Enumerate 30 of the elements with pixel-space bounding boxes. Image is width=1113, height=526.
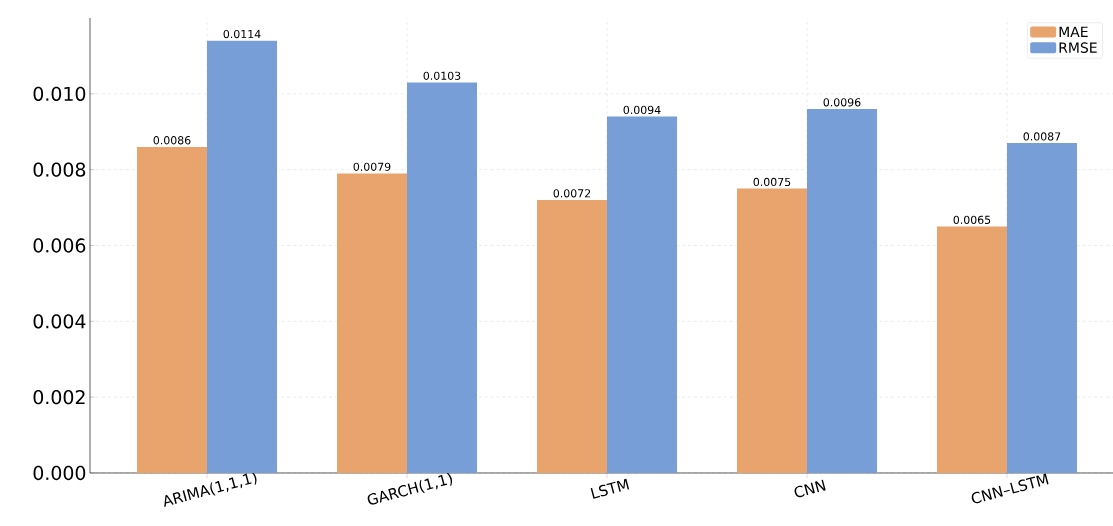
data-label: 0.0065 — [953, 215, 991, 225]
bar — [537, 199, 607, 473]
bar — [736, 188, 807, 473]
bar — [207, 40, 278, 473]
bar — [1006, 143, 1077, 473]
data-label: 0.0086 — [153, 136, 191, 145]
bar — [407, 82, 477, 473]
bar — [337, 173, 407, 473]
data-label: 0.0114 — [223, 29, 261, 39]
bar — [806, 108, 877, 473]
y-tick-label: 0.006 — [33, 238, 86, 253]
bar — [607, 116, 677, 473]
data-label: 0.0072 — [553, 189, 591, 198]
y-tick-label: 0.010 — [33, 86, 86, 101]
y-tick-label: 0.002 — [33, 389, 85, 405]
bar — [137, 146, 208, 473]
legend-label: RMSE — [1059, 42, 1097, 53]
data-label: 0.0087 — [1023, 132, 1061, 141]
data-label: 0.0094 — [623, 105, 661, 115]
bar — [936, 226, 1007, 473]
data-label: 0.0103 — [423, 71, 461, 80]
legend-label: MAE — [1059, 26, 1088, 37]
x-tick-label: LSTM — [590, 478, 630, 499]
data-label: 0.0096 — [823, 98, 861, 107]
data-label: 0.0075 — [753, 177, 791, 187]
y-tick-label: 0.004 — [33, 314, 86, 329]
x-tick-label: CNN — [794, 479, 826, 498]
data-label: 0.0079 — [353, 162, 391, 171]
y-tick-label: 0.000 — [33, 465, 86, 481]
y-tick-label: 0.008 — [33, 162, 86, 177]
